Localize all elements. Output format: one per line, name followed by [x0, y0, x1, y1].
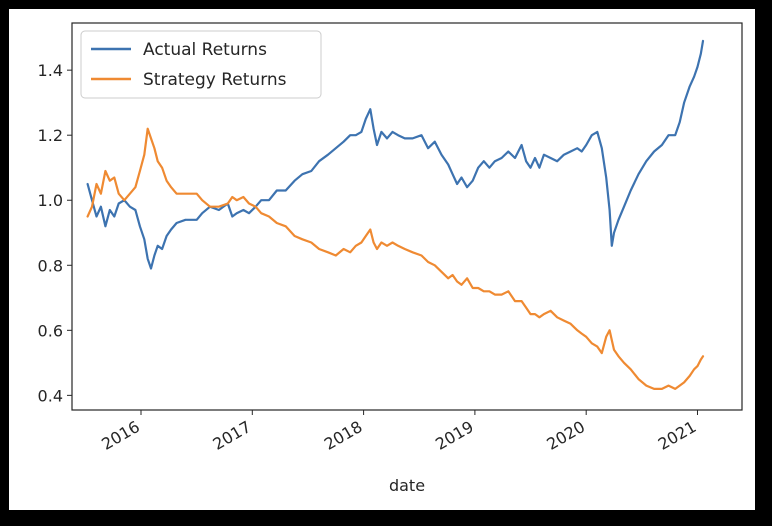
figure-canvas: 0.4 0.6 0.8 1.0 1.2 1.4 2016 2017 2018 2019 2020 2… [9, 9, 755, 510]
y-tick-label: 0.8 [38, 256, 63, 275]
x-tick-label: 2016 [98, 417, 143, 454]
x-tick-label: 2017 [210, 417, 255, 454]
axes-frame [71, 22, 743, 411]
y-tick-label: 0.4 [38, 386, 63, 405]
x-tick-label: 2018 [321, 417, 366, 454]
legend: Actual Returns Strategy Returns [80, 30, 322, 99]
series-line-strategy-returns [86, 127, 705, 390]
y-axis: 0.4 0.6 0.8 1.0 1.2 1.4 [38, 61, 72, 405]
x-tick-label: 2019 [432, 417, 477, 454]
x-tick-label: 2020 [543, 417, 588, 454]
y-tick-label: 1.0 [38, 191, 63, 210]
x-axis-label: date [389, 476, 425, 495]
legend-label: Strategy Returns [143, 70, 287, 90]
x-axis: 2016 2017 2018 2019 2020 2021 [98, 410, 699, 454]
series-line-actual-returns [86, 39, 705, 270]
y-tick-label: 1.4 [38, 61, 63, 80]
y-tick-label: 0.6 [38, 321, 63, 340]
line-chart: 0.40.60.81.01.21.4 2016 2017 2018 2019 2020 2… [38, 22, 743, 495]
y-tick-label: 1.2 [38, 126, 63, 145]
series-layer [86, 39, 705, 390]
legend-label: Actual Returns [143, 40, 267, 60]
x-tick-label: 2021 [655, 417, 700, 454]
legend-box [80, 30, 322, 99]
